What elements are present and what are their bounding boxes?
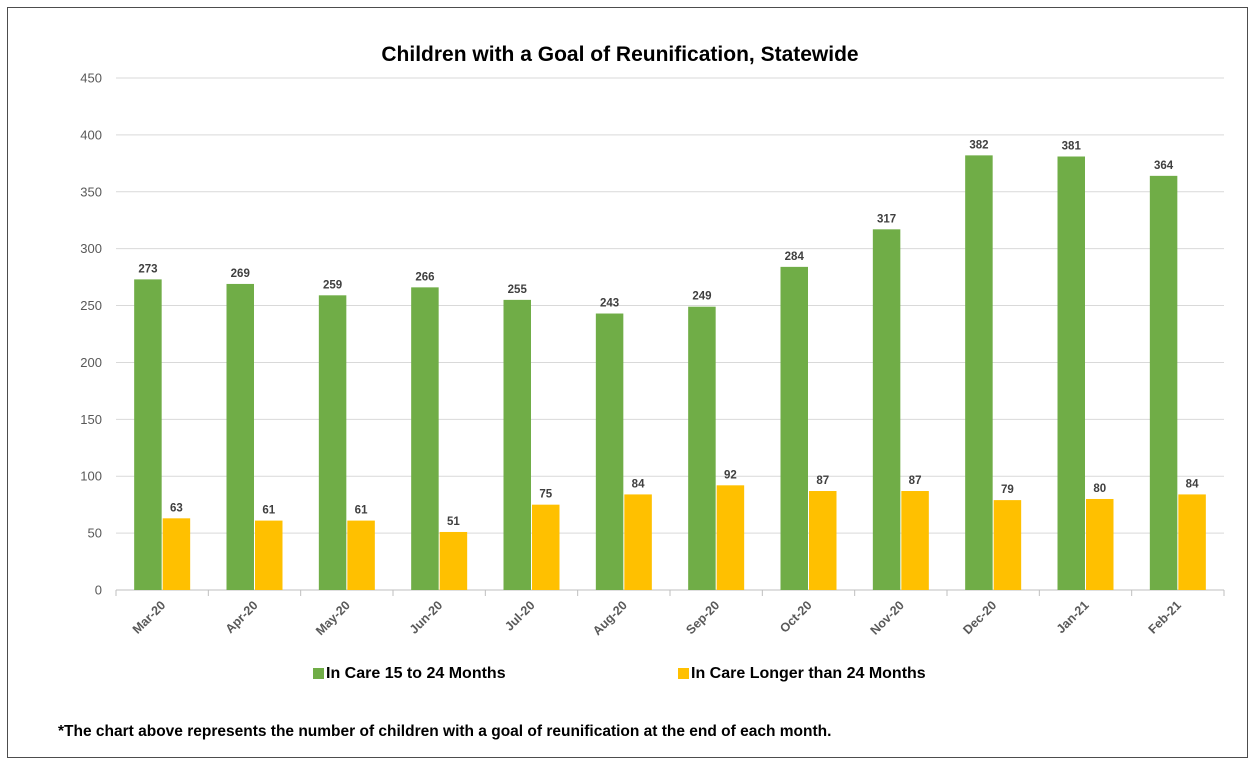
x-tick-label: Dec-20 (960, 598, 999, 637)
bar-longer-than-24-months (439, 531, 468, 590)
x-tick-label: Jan-21 (1054, 598, 1092, 636)
y-tick-label: 250 (80, 298, 102, 313)
data-label: 61 (262, 505, 275, 517)
bar-longer-than-24-months (716, 485, 745, 590)
legend-swatch (313, 668, 324, 679)
x-tick-label: Feb-21 (1146, 598, 1184, 636)
bar-longer-than-24-months (901, 491, 929, 590)
data-label: 87 (909, 475, 922, 487)
bar-longer-than-24-months (347, 520, 375, 590)
data-label: 317 (877, 213, 896, 225)
data-label: 84 (1186, 478, 1199, 490)
y-axis: 0 50 100 150 200 250 300 350 400 450 (80, 71, 102, 598)
bar-longer-than-24-months (1086, 498, 1114, 590)
y-tick-label: 200 (80, 355, 102, 370)
legend-swatch (678, 668, 689, 679)
y-tick-label: 50 (88, 526, 102, 541)
bar-15-to-24-months (1149, 175, 1178, 591)
bar-15-to-24-months (134, 279, 162, 590)
data-label: 87 (816, 475, 829, 487)
bar-15-to-24-months (1057, 156, 1085, 591)
bar-longer-than-24-months (1178, 494, 1206, 590)
data-label: 364 (1154, 160, 1174, 172)
x-axis: Mar-20 Apr-20 May-20 Jun-20 Jul-20 Aug-20 Sep-… (115, 590, 1225, 638)
data-label: 284 (785, 251, 805, 263)
data-label: 51 (447, 516, 460, 528)
x-tick-label: May-20 (313, 598, 353, 638)
bar-longer-than-24-months (809, 491, 837, 590)
bar-15-to-24-months (595, 313, 624, 590)
legend-label: In Care Longer than 24 Months (691, 665, 926, 682)
bars: 273 63 269 61 259 61 266 51 255 75 243 84 249 92 284 87… (134, 139, 1206, 591)
bar-15-to-24-months (872, 229, 901, 590)
x-tick-label: Jul-20 (502, 598, 537, 633)
x-tick-label: Nov-20 (868, 598, 907, 637)
data-label: 259 (323, 279, 342, 291)
bar-15-to-24-months (503, 299, 531, 590)
data-label: 84 (632, 478, 645, 490)
data-label: 273 (138, 263, 157, 275)
data-label: 79 (1001, 484, 1014, 496)
x-tick-label: Aug-20 (590, 598, 630, 638)
bar-longer-than-24-months (255, 520, 283, 590)
x-tick-label: Mar-20 (130, 598, 168, 636)
data-label: 61 (355, 505, 368, 517)
data-label: 80 (1093, 483, 1106, 495)
y-tick-label: 300 (80, 241, 102, 256)
data-label: 382 (969, 139, 988, 151)
y-tick-label: 350 (80, 184, 102, 199)
bar-longer-than-24-months (162, 518, 191, 590)
y-tick-label: 450 (80, 71, 102, 86)
bar-15-to-24-months (226, 283, 254, 590)
bar-longer-than-24-months (532, 504, 560, 590)
x-tick-label: Apr-20 (223, 598, 261, 636)
bar-15-to-24-months (965, 155, 993, 590)
bar-15-to-24-months (318, 295, 347, 590)
legend: In Care 15 to 24 Months In Care Longer th… (313, 665, 926, 682)
y-tick-label: 400 (80, 127, 102, 142)
chart-title: Children with a Goal of Reunification, S… (381, 43, 858, 66)
footnote: *The chart above represents the number o… (58, 723, 832, 740)
chart-frame: Children with a Goal of Reunification, S… (7, 7, 1248, 758)
bar-15-to-24-months (411, 287, 439, 590)
bar-longer-than-24-months (624, 494, 652, 590)
data-label: 249 (692, 291, 711, 303)
data-label: 63 (170, 502, 183, 514)
data-label: 75 (539, 489, 552, 501)
x-tick-label: Sep-20 (683, 598, 722, 637)
bar-15-to-24-months (780, 266, 808, 590)
data-label: 255 (508, 284, 528, 296)
y-tick-label: 100 (80, 469, 102, 484)
x-tick-label: Oct-20 (777, 598, 814, 635)
chart: Children with a Goal of Reunification, S… (80, 43, 1225, 682)
data-label: 243 (600, 298, 619, 310)
bar-15-to-24-months (688, 306, 716, 590)
data-label: 92 (724, 469, 737, 481)
legend-label: In Care 15 to 24 Months (326, 665, 506, 682)
bar-longer-than-24-months (993, 500, 1022, 590)
y-tick-label: 150 (80, 412, 102, 427)
data-label: 269 (231, 268, 250, 280)
y-tick-label: 0 (95, 583, 102, 598)
x-tick-label: Jun-20 (407, 598, 445, 636)
data-label: 266 (415, 271, 434, 283)
data-label: 381 (1062, 141, 1082, 153)
